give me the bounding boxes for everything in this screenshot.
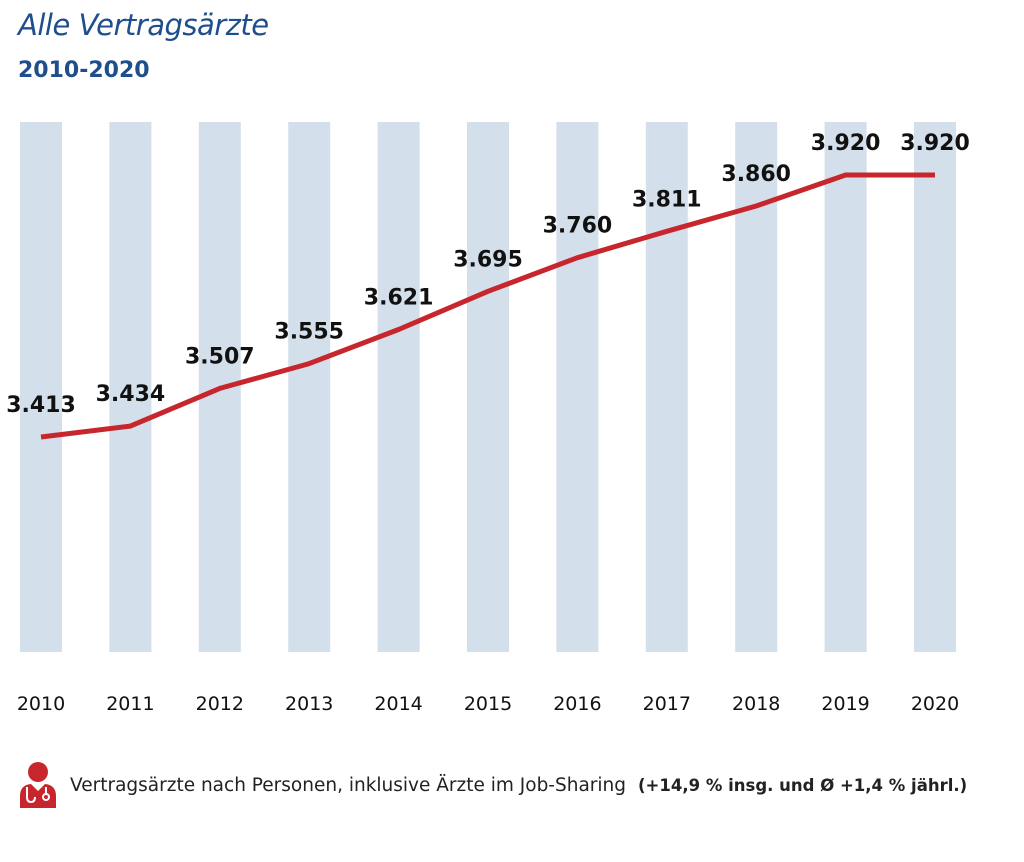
data-label-2013: 3.555 [274, 320, 344, 345]
x-tick-label-2016: 2016 [553, 693, 601, 715]
background-column-2015 [467, 122, 509, 652]
x-tick-label-2020: 2020 [911, 693, 959, 715]
background-column-2011 [109, 122, 152, 652]
data-label-2012: 3.507 [185, 344, 255, 369]
data-label-2019: 3.920 [811, 131, 881, 156]
data-label-2015: 3.695 [453, 247, 523, 272]
x-tick-label-2018: 2018 [732, 693, 780, 715]
data-label-2014: 3.621 [364, 286, 434, 311]
background-column-2013 [288, 122, 331, 652]
series-line-layer [40, 172, 935, 440]
x-tick-label-2019: 2019 [821, 693, 869, 715]
doctor-icon [20, 762, 56, 808]
x-tick-label-2014: 2014 [374, 693, 422, 715]
footnote: Vertragsärzte nach Personen, inklusive Ä… [18, 760, 967, 810]
background-column-2014 [377, 122, 420, 652]
x-tick-label-2010: 2010 [17, 693, 65, 715]
footnote-text: Vertragsärzte nach Personen, inklusive Ä… [70, 774, 627, 796]
x-tick-label-2017: 2017 [643, 693, 691, 715]
data-label-2011: 3.434 [96, 382, 166, 407]
background-column-2010 [20, 122, 62, 652]
background-column-2020 [914, 122, 956, 652]
chart-title: Alle Vertragsärzte [18, 8, 269, 42]
data-label-2010: 3.413 [6, 393, 76, 418]
data-label-2017: 3.811 [632, 187, 702, 212]
data-label-2016: 3.760 [543, 214, 613, 239]
background-column-2016 [556, 122, 599, 652]
background-column-2017 [645, 122, 688, 652]
footnote-stats: (+14,9 % insg. und Ø +1,4 % jährl.) [638, 775, 968, 795]
x-tick-label-2013: 2013 [285, 693, 333, 715]
x-tick-label-2015: 2015 [464, 693, 512, 715]
x-axis-tick-labels: 2010 2011 2012 2013 2014 2015 2016 2017 2018 2019… [17, 693, 959, 715]
data-labels: 3.413 3.434 3.507 3.555 3.621 3.695 3.760 3.811… [6, 131, 970, 418]
series-line [40, 172, 935, 440]
data-label-2018: 3.860 [721, 162, 791, 187]
background-column-2019 [824, 122, 867, 652]
x-tick-label-2012: 2012 [196, 693, 244, 715]
x-tick-label-2011: 2011 [106, 693, 154, 715]
chart-subtitle: 2010-2020 [18, 58, 150, 83]
data-label-2020: 3.920 [900, 131, 970, 156]
